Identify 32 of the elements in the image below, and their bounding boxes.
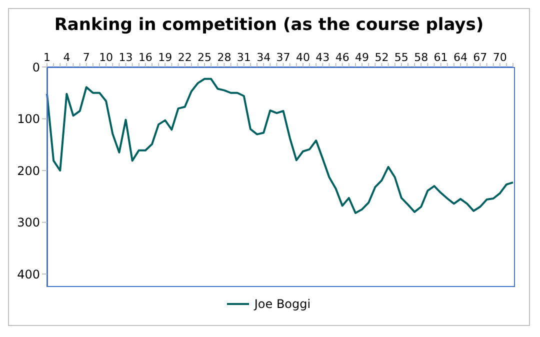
x-tick-label: 49 bbox=[355, 51, 370, 64]
x-tick-label: 1 bbox=[44, 51, 50, 64]
x-tick-label: 46 bbox=[335, 51, 350, 64]
y-tick-label: 200 bbox=[17, 164, 40, 178]
x-tick-label: 64 bbox=[453, 51, 468, 64]
x-tick-label: 58 bbox=[414, 51, 428, 64]
x-tick-label: 37 bbox=[276, 51, 290, 64]
x-tick-label: 28 bbox=[217, 51, 232, 64]
x-tick-label: 4 bbox=[63, 51, 70, 64]
y-tick-label: 400 bbox=[17, 267, 40, 282]
x-tick-label: 7 bbox=[82, 51, 90, 64]
x-tick-label: 10 bbox=[99, 51, 114, 64]
x-tick-label: 19 bbox=[158, 51, 172, 64]
y-tick-label: 100 bbox=[17, 112, 40, 126]
x-tick-label: 13 bbox=[118, 51, 133, 64]
x-tick-label: 31 bbox=[236, 51, 251, 64]
y-tick-label: 300 bbox=[17, 216, 40, 230]
y-tick-label: 0 bbox=[32, 60, 40, 74]
x-tick-label: 70 bbox=[492, 51, 507, 64]
x-tick-label: 67 bbox=[473, 51, 488, 64]
x-tick-label: 40 bbox=[296, 51, 310, 64]
x-tick-label: 52 bbox=[374, 51, 389, 64]
x-tick-label: 34 bbox=[256, 51, 271, 64]
legend-label: Joe Boggi bbox=[254, 297, 311, 311]
line-series bbox=[46, 78, 514, 214]
x-tick-label: 55 bbox=[394, 51, 408, 64]
x-tick-label: 16 bbox=[138, 51, 152, 64]
x-tick-label: 43 bbox=[316, 51, 330, 64]
x-tick-label: 25 bbox=[198, 51, 212, 64]
chart-title: Ranking in competition (as the course plays) bbox=[53, 14, 485, 37]
x-tick-label: 61 bbox=[434, 51, 448, 64]
x-tick-label: 22 bbox=[178, 51, 192, 64]
